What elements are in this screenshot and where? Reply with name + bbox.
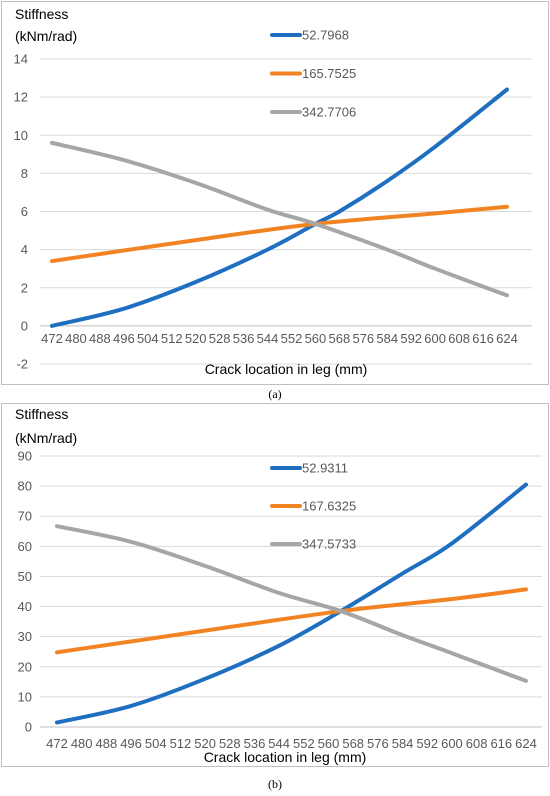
x-tick-label: 560 (305, 331, 327, 346)
x-tick-label: 568 (329, 331, 351, 346)
x-tick-label: 568 (342, 736, 364, 751)
y-tick-label: 0 (25, 720, 32, 735)
x-tick-label: 504 (145, 736, 167, 751)
y-axis-title-line2: (kNm/rad) (15, 430, 77, 446)
x-tick-label: 552 (281, 331, 303, 346)
y-axis-title-line1: Stiffness (15, 6, 68, 22)
y-tick-label: 20 (18, 659, 32, 674)
y-axis-title-line2: (kNm/rad) (15, 28, 77, 44)
y-tick-label: 80 (18, 479, 32, 494)
x-tick-label: 480 (65, 331, 87, 346)
y-tick-label: 8 (21, 166, 28, 181)
x-tick-label: 608 (448, 331, 470, 346)
x-tick-label: 496 (120, 736, 142, 751)
y-tick-label: 30 (18, 629, 32, 644)
figure-caption-b: (b) (268, 777, 282, 791)
x-tick-label: 504 (137, 331, 159, 346)
x-tick-label: 544 (268, 736, 290, 751)
chart-b-svg: 0 10 20 30 40 50 60 70 80 90 472 480 488 496 504 512 520… (15, 406, 542, 765)
series-line-52.7968 (50, 87, 509, 328)
legend-label: 342.7706 (302, 105, 356, 120)
x-tick-label: 624 (496, 331, 518, 346)
chart-panel-a: -2 0 2 4 6 8 10 12 14 472 480 488 496 504 512 520 528 536… (1, 1, 549, 385)
x-tick-label: 528 (209, 331, 231, 346)
x-tick-label: 576 (352, 331, 374, 346)
x-tick-label: 536 (233, 331, 255, 346)
x-tick-label: 496 (113, 331, 135, 346)
series-line-347.5733 (55, 524, 528, 683)
x-tick-label: 552 (293, 736, 315, 751)
y-axis-title-line1: Stiffness (15, 406, 68, 422)
y-tick-label: 4 (21, 242, 28, 257)
x-tick-label: 512 (170, 736, 192, 751)
x-tick-label: 584 (392, 736, 414, 751)
y-tick-label: 90 (18, 449, 32, 464)
y-tick-label: 2 (21, 280, 28, 295)
chart-panel-b: 0 10 20 30 40 50 60 70 80 90 472 480 488 496 504 512 520… (1, 403, 549, 767)
legend-label: 167.6325 (302, 499, 356, 514)
legend-label: 165.7525 (302, 66, 356, 81)
x-axis-title: Crack location in leg (mm) (204, 749, 367, 765)
x-tick-label: 512 (161, 331, 183, 346)
x-tick-label: 600 (441, 736, 463, 751)
y-tick-label: 10 (18, 689, 32, 704)
y-tick-label: 50 (18, 569, 32, 584)
chart-a-svg: -2 0 2 4 6 8 10 12 14 472 480 488 496 504 512 520 528 536… (14, 6, 532, 377)
series-line-52.9311 (55, 482, 528, 725)
y-tick-label: 70 (18, 509, 32, 524)
legend-label: 52.9311 (302, 461, 348, 476)
x-tick-label: 584 (376, 331, 398, 346)
x-tick-label: 488 (89, 331, 111, 346)
x-tick-label: 528 (219, 736, 241, 751)
y-tick-label: 40 (18, 599, 32, 614)
y-tick-label: 14 (14, 52, 28, 67)
x-tick-label: 480 (71, 736, 93, 751)
x-tick-label: 520 (194, 736, 216, 751)
x-tick-label: 560 (318, 736, 340, 751)
x-tick-label: 488 (96, 736, 118, 751)
x-tick-label: 592 (400, 331, 422, 346)
x-tick-label: 624 (515, 736, 537, 751)
y-tick-label: 60 (18, 539, 32, 554)
x-tick-label: 472 (41, 331, 63, 346)
x-tick-label: 472 (46, 736, 68, 751)
x-tick-label: 592 (416, 736, 438, 751)
x-tick-label: 544 (257, 331, 279, 346)
y-tick-label: 6 (21, 204, 28, 219)
y-tick-label: 0 (21, 318, 28, 333)
x-axis-title: Crack location in leg (mm) (205, 361, 368, 377)
legend-label: 52.7968 (302, 28, 349, 43)
x-tick-label: 576 (367, 736, 389, 751)
x-tick-label: 520 (185, 331, 207, 346)
figure-caption-a: (a) (268, 387, 282, 401)
series-line-165.7525 (50, 204, 509, 264)
y-tick-label: 12 (14, 90, 28, 105)
series-line-167.6325 (55, 587, 528, 655)
x-tick-label: 616 (490, 736, 512, 751)
y-tick-label: -2 (16, 357, 28, 372)
x-tick-label: 608 (466, 736, 488, 751)
x-tick-label: 536 (244, 736, 266, 751)
x-tick-label: 600 (424, 331, 446, 346)
series-line-342.7706 (50, 140, 509, 298)
legend-label: 347.5733 (302, 537, 356, 552)
x-tick-label: 616 (472, 331, 494, 346)
y-tick-label: 10 (14, 128, 28, 143)
